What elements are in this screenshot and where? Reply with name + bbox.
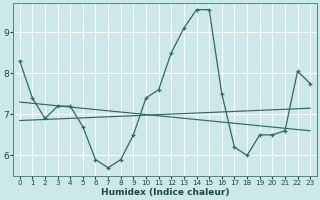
X-axis label: Humidex (Indice chaleur): Humidex (Indice chaleur) (101, 188, 229, 197)
